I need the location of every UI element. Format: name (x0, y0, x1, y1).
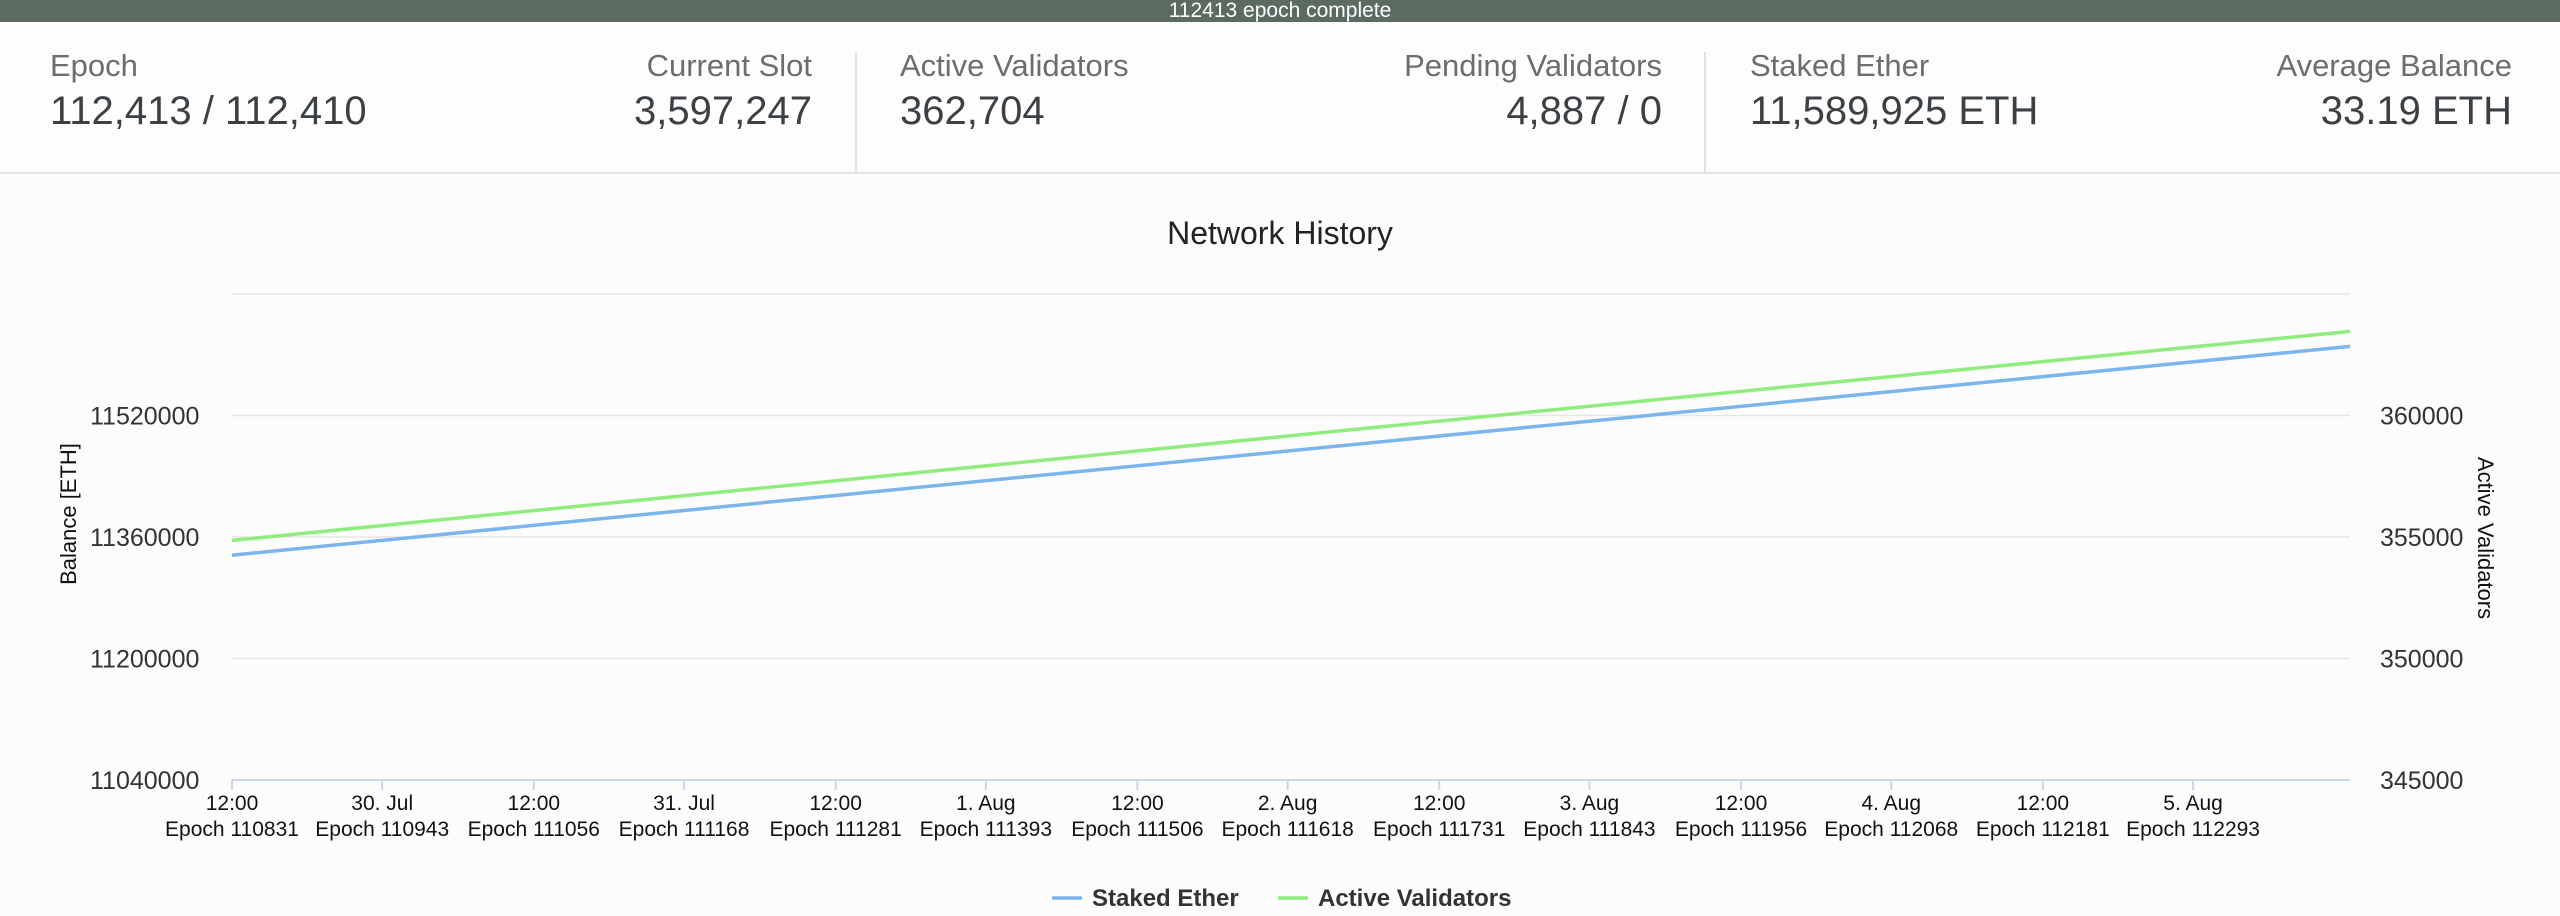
chart-title: Network History (1167, 215, 1393, 251)
banner-text: 112413 epoch complete (1168, 0, 1392, 22)
legend-label: Active Validators (1318, 885, 1511, 912)
left-axis-title: Balance [ETH] (56, 443, 81, 585)
stat-pending-validators-value: 4,887 / 0 (1506, 89, 1662, 133)
left-axis-tick-label: 11360000 (90, 524, 199, 552)
chart-grid (232, 293, 2350, 781)
legend-item-staked-ether[interactable]: Staked Ether (1052, 885, 1239, 912)
x-axis-tick-date: 12:00 (809, 792, 862, 815)
stat-average-balance: Average Balance 33.19 ETH (2276, 48, 2512, 134)
x-axis-tick-epoch: Epoch 111168 (619, 818, 750, 841)
x-axis-tick-epoch: Epoch 112181 (1976, 818, 2110, 841)
x-axis-tick-date: 5. Aug (2163, 792, 2223, 815)
stat-current-slot-value: 3,597,247 (634, 89, 812, 133)
stat-staked-ether: Staked Ether 11,589,925 ETH (1750, 48, 2038, 134)
x-axis-ticks: 12:00 Epoch 110831 30. Jul Epoch 110943 12:0… (165, 780, 2260, 841)
left-axis-ticks: 11040000 11200000 11360000 11520000 (90, 403, 199, 796)
x-axis-tick-epoch: Epoch 111506 (1071, 818, 1203, 841)
right-axis-ticks: 345000 350000 355000 360000 (2380, 403, 2463, 796)
x-axis-tick-date: 1. Aug (956, 792, 1016, 815)
x-axis-tick-date: 12:00 (2017, 792, 2070, 815)
x-axis-tick-date: 31. Jul (653, 792, 715, 815)
chart-legend[interactable]: Staked Ether Active Validators (1052, 885, 1511, 912)
right-axis-tick-label: 345000 (2380, 767, 2463, 795)
stat-average-balance-label: Average Balance (2276, 48, 2512, 83)
stat-epoch-label: Epoch (50, 48, 138, 83)
x-axis-tick-date: 12:00 (1111, 792, 1164, 815)
left-axis-tick-label: 11520000 (90, 403, 199, 431)
x-axis-tick-epoch: Epoch 111843 (1523, 818, 1655, 841)
right-axis-tick-label: 355000 (2380, 524, 2463, 552)
x-axis-tick-epoch: Epoch 111956 (1675, 818, 1807, 841)
legend-label: Staked Ether (1092, 885, 1239, 912)
stat-average-balance-value: 33.19 ETH (2320, 89, 2512, 133)
x-axis-tick-epoch: Epoch 111281 (769, 818, 901, 841)
x-axis-tick-epoch: Epoch 110943 (315, 818, 449, 841)
right-axis-tick-label: 360000 (2380, 403, 2463, 431)
network-stats-bar: Epoch 112,413 / 112,410 Current Slot 3,5… (0, 22, 2560, 174)
x-axis-tick-epoch: Epoch 112068 (1824, 818, 1958, 841)
x-axis-tick-epoch: Epoch 111393 (920, 818, 1052, 841)
series-line-active-validators[interactable] (231, 329, 2351, 543)
stat-epoch-value: 112,413 / 112,410 (50, 89, 367, 133)
stats-divider (855, 52, 857, 172)
x-axis-tick-date: 4. Aug (1861, 792, 1921, 815)
right-axis-tick-label: 350000 (2380, 646, 2463, 674)
x-axis-tick-date: 3. Aug (1560, 792, 1620, 815)
stat-pending-validators: Pending Validators 4,887 / 0 (1404, 48, 1662, 134)
stat-current-slot-label: Current Slot (646, 48, 812, 83)
x-axis-tick-epoch: Epoch 111618 (1221, 818, 1353, 841)
stat-pending-validators-label: Pending Validators (1404, 48, 1662, 83)
x-axis-tick-date: 12:00 (1413, 792, 1466, 815)
series-line-staked-ether[interactable] (231, 344, 2351, 557)
x-axis-tick-epoch: Epoch 111731 (1373, 818, 1505, 841)
epoch-complete-banner: 112413 epoch complete (0, 0, 2560, 22)
x-axis-tick-epoch: Epoch 112293 (2126, 818, 2260, 841)
chart-svg: Network History 11040000 11200000 11360000… (56, 215, 2498, 912)
stat-epoch: Epoch 112,413 / 112,410 (50, 48, 367, 134)
x-axis-tick-date: 12:00 (206, 792, 259, 815)
left-axis-tick-label: 11200000 (90, 646, 199, 674)
x-axis-tick-date: 30. Jul (351, 792, 413, 815)
stat-current-slot: Current Slot 3,597,247 (634, 48, 812, 134)
stat-active-validators: Active Validators 362,704 (900, 48, 1129, 134)
stat-staked-ether-label: Staked Ether (1750, 48, 1930, 83)
stats-divider (1704, 52, 1706, 172)
chart-series (231, 329, 2351, 557)
stat-staked-ether-value: 11,589,925 ETH (1750, 89, 2039, 133)
x-axis-tick-date: 2. Aug (1258, 792, 1318, 815)
stat-active-validators-label: Active Validators (900, 48, 1129, 83)
x-axis-tick-epoch: Epoch 110831 (165, 818, 299, 841)
x-axis-tick-date: 12:00 (1715, 792, 1768, 815)
legend-item-active-validators[interactable]: Active Validators (1278, 885, 1511, 912)
left-axis-tick-label: 11040000 (90, 767, 199, 795)
x-axis-tick-epoch: Epoch 111056 (468, 818, 600, 841)
x-axis-tick-date: 12:00 (508, 792, 561, 815)
stat-active-validators-value: 362,704 (900, 89, 1045, 133)
network-history-chart: Network History 11040000 11200000 11360000… (0, 174, 2560, 916)
right-axis-title: Active Validators (2473, 457, 2498, 619)
